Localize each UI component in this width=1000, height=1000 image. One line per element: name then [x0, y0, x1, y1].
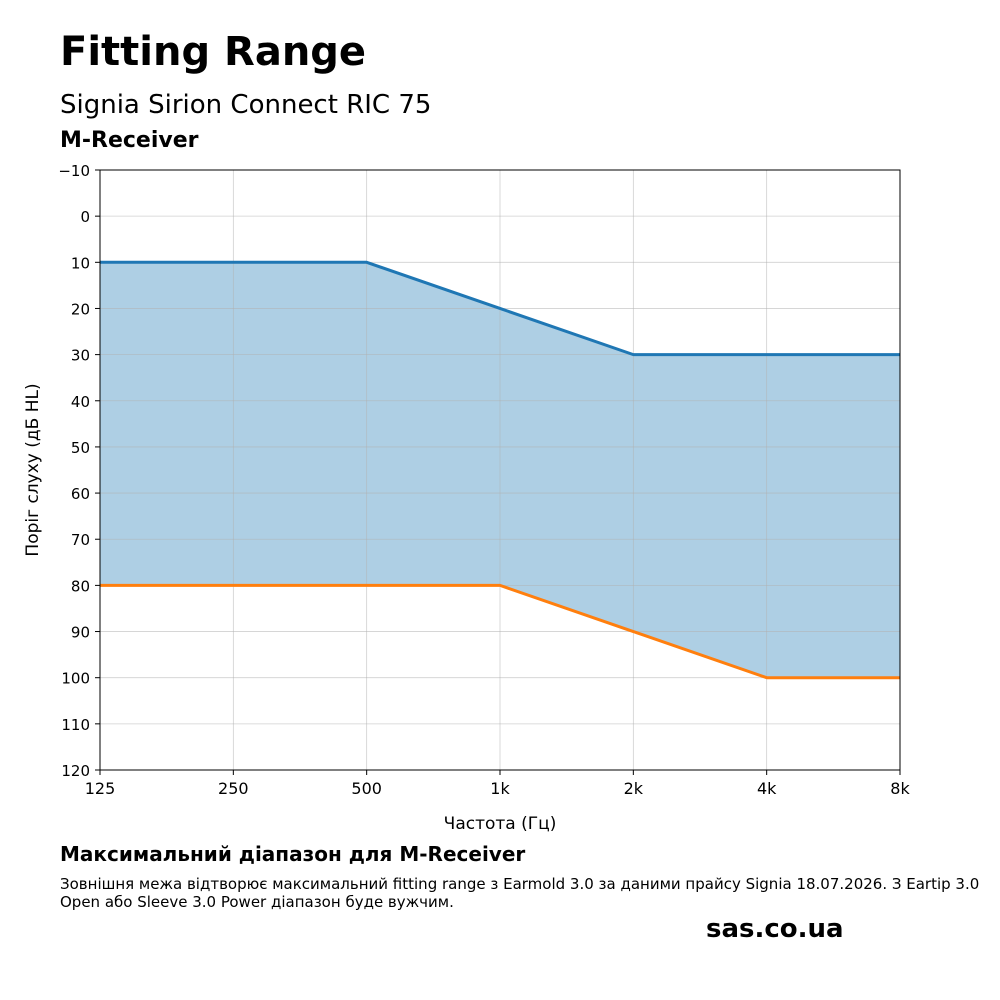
page-title: Fitting Range — [60, 29, 367, 75]
y-tick-label: 30 — [71, 347, 90, 365]
y-tick-label: 50 — [71, 439, 90, 457]
y-tick-label: 100 — [61, 670, 90, 688]
upper-bound-line — [100, 260, 900, 357]
note-heading: Максимальний діапазон для M-Receiver — [60, 842, 526, 866]
y-tick-label: 80 — [71, 577, 90, 595]
y-tick-label: 10 — [71, 254, 90, 272]
brand-logo-text: sas.co.ua — [706, 914, 844, 944]
x-axis-label: Частота (Гц) — [444, 814, 557, 834]
x-tick-label: 1k — [490, 779, 510, 798]
y-tick-label: 60 — [71, 485, 90, 503]
lower-bound-line — [100, 583, 900, 680]
y-tick-label: 40 — [71, 393, 90, 411]
note-text: Зовнішня межа відтворює максимальний fit… — [60, 875, 980, 911]
x-tick-label: 4k — [757, 779, 777, 798]
y-tick-label: 110 — [61, 716, 90, 734]
receiver-label: M-Receiver — [60, 128, 199, 153]
y-tick-label: 0 — [80, 208, 90, 226]
x-tick-label: 125 — [85, 779, 116, 798]
x-tick-label: 250 — [218, 779, 249, 798]
device-subtitle: Signia Sirion Connect RIC 75 — [60, 90, 432, 120]
y-tick-label: −10 — [58, 162, 90, 180]
fitting-range-chart: 125 250 500 1k 2k 4k 8k −10 0 10 20 30 40 50 60 70 80 90 1… — [23, 162, 910, 834]
x-tick-label: 2k — [624, 779, 644, 798]
y-tick-label: 20 — [71, 300, 90, 318]
x-tick-label: 8k — [890, 779, 910, 798]
x-tick-label: 500 — [351, 779, 382, 798]
y-tick-label: 70 — [71, 531, 90, 549]
y-tick-label: 90 — [71, 624, 90, 642]
y-tick-label: 120 — [61, 762, 90, 780]
y-axis-label: Поріг слуху (дБ HL) — [23, 383, 43, 556]
